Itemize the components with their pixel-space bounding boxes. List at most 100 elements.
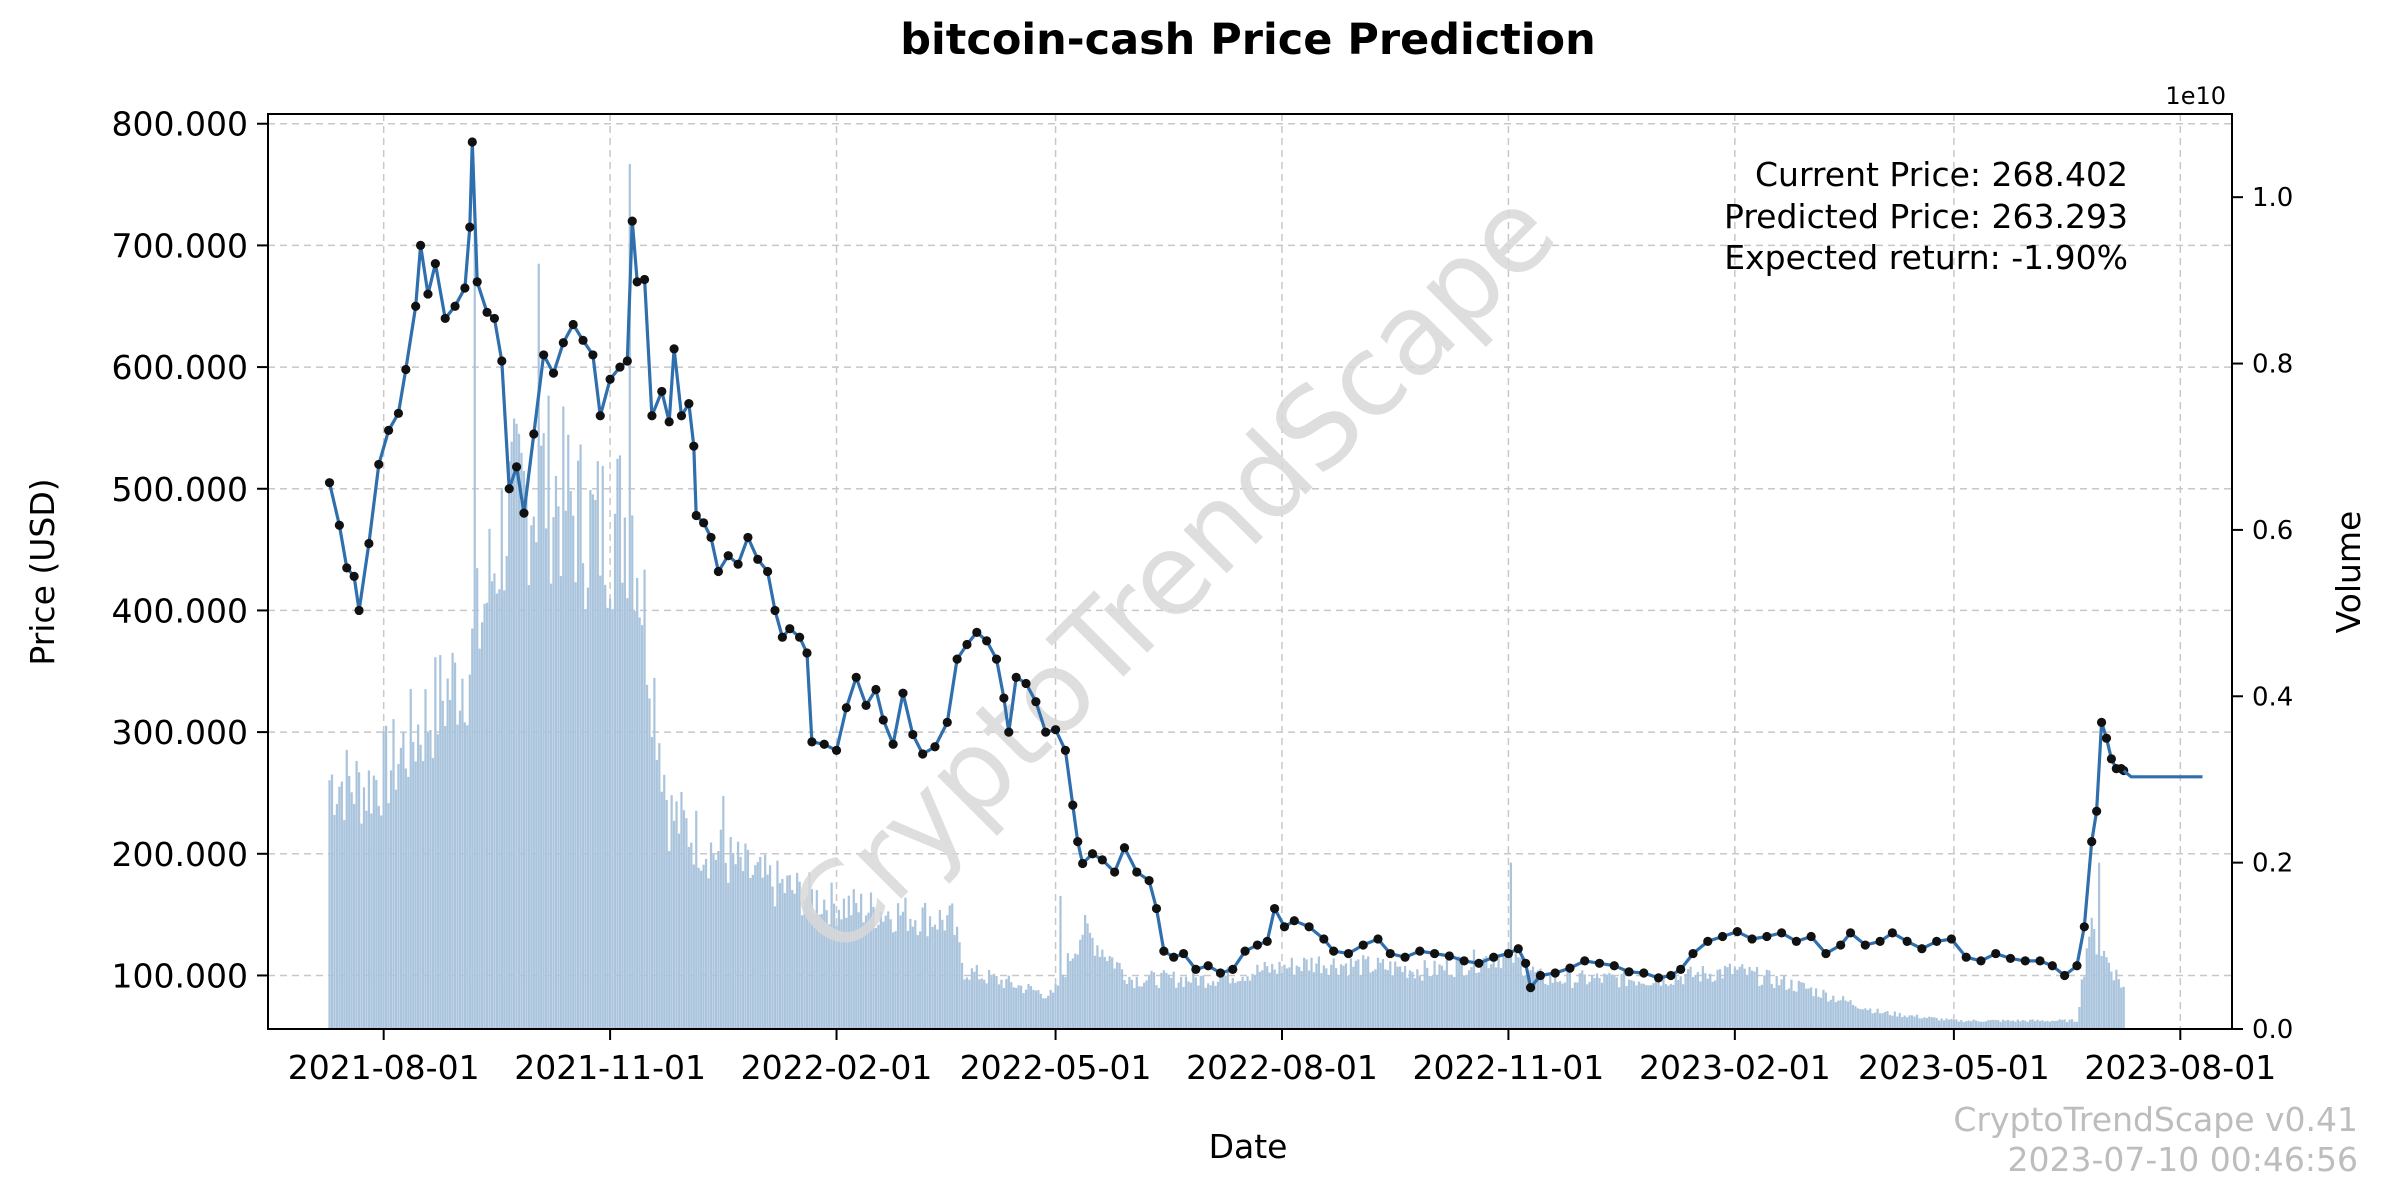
volume-bar <box>800 915 804 1029</box>
volume-bar <box>1135 976 1138 1029</box>
volume-bar <box>1015 987 1018 1029</box>
price-point <box>1676 964 1686 974</box>
volume-bar <box>1888 1015 1892 1029</box>
volume-bar <box>584 609 587 1029</box>
volume-bar <box>1130 979 1133 1029</box>
volume-bar <box>1359 975 1362 1029</box>
volume-bar <box>1522 976 1525 1029</box>
price-point <box>497 356 507 366</box>
volume-bar <box>1706 978 1709 1029</box>
volume-bar <box>1704 973 1707 1029</box>
y-tick-label: 500.000 <box>112 470 248 509</box>
price-point <box>588 350 598 360</box>
volume-bar <box>1111 957 1114 1029</box>
volume-bar <box>1315 963 1318 1029</box>
volume-bar <box>796 872 799 1029</box>
price-point <box>1319 934 1329 944</box>
price-point <box>1329 946 1339 956</box>
volume-bar <box>567 434 570 1030</box>
price-point <box>383 425 394 435</box>
volume-bar <box>1103 956 1106 1029</box>
volume-bar <box>1027 984 1030 1029</box>
volume-bar <box>2016 1019 2019 1029</box>
volume-bar <box>335 803 339 1029</box>
volume-bar <box>1797 980 1800 1029</box>
volume-bar <box>1819 997 1823 1029</box>
volume-bar <box>773 906 777 1029</box>
volume-bar <box>1846 1001 1850 1029</box>
price-point <box>1031 697 1041 707</box>
volume-bar <box>485 602 489 1029</box>
volume-bar <box>1630 980 1633 1029</box>
volume-bar <box>1588 981 1591 1029</box>
volume-bar <box>2120 987 2123 1029</box>
volume-bar <box>1399 966 1402 1029</box>
price-point <box>1444 951 1454 961</box>
volume-bar <box>1241 976 1244 1029</box>
price-point <box>733 559 743 569</box>
volume-bar <box>1913 1016 1916 1029</box>
volume-bar <box>554 475 558 1029</box>
volume-bar <box>387 803 390 1029</box>
volume-bar <box>1138 986 1141 1029</box>
volume-bar <box>768 865 772 1029</box>
volume-bar <box>1731 974 1734 1029</box>
y-tick-label: 600.000 <box>112 348 248 387</box>
volume-bar <box>1994 1019 1997 1029</box>
price-point <box>1270 903 1280 914</box>
expected-return-annotation: Expected return: -1.90% <box>1724 238 2128 277</box>
volume-bar <box>2070 1019 2074 1029</box>
volume-bar <box>385 725 388 1029</box>
volume-bar <box>1339 964 1343 1029</box>
volume-bar <box>1960 1019 1963 1029</box>
volume-bar <box>1684 974 1687 1029</box>
price-point <box>1343 948 1354 959</box>
y2-tick-label: 0.6 <box>2252 516 2293 546</box>
volume-bar <box>2011 1020 2015 1029</box>
x-tick-label: 2021-11-01 <box>514 1048 706 1087</box>
price-point <box>349 571 359 581</box>
volume-bar <box>1396 966 1399 1029</box>
volume-bar <box>1207 983 1210 1029</box>
volume-bar <box>2036 1019 2039 1029</box>
volume-bar <box>1679 976 1682 1029</box>
volume-bar <box>1426 967 1429 1029</box>
volume-bar <box>594 500 597 1029</box>
volume-bar <box>783 893 786 1029</box>
volume-bar <box>1805 988 1808 1029</box>
plot-frame <box>267 113 2233 1030</box>
chart-title: bitcoin-cash Price Prediction <box>900 15 1595 65</box>
volume-bar <box>1074 953 1077 1029</box>
volume-bar <box>1987 1020 1990 1029</box>
volume-bar <box>513 418 516 1029</box>
volume-bar <box>1600 982 1604 1029</box>
y2-tick-label: 0.4 <box>2252 682 2293 712</box>
volume-bar <box>675 801 678 1029</box>
volume-bar <box>1896 1016 1899 1029</box>
volume-bar <box>419 744 422 1029</box>
price-point <box>861 700 871 710</box>
price-point <box>1535 970 1546 981</box>
price-point <box>482 307 492 317</box>
volume-bar <box>1039 993 1042 1029</box>
volume-bar <box>1930 1017 1933 1029</box>
volume-bar <box>1106 961 1109 1029</box>
volume-bar <box>1881 1013 1884 1029</box>
volume-bar <box>1170 977 1173 1029</box>
volume-bar <box>1280 973 1284 1029</box>
price-point <box>430 259 440 269</box>
volume-bar <box>1807 988 1810 1029</box>
volume-bar <box>377 805 380 1029</box>
volume-bar <box>1869 1008 1872 1029</box>
price-point <box>1228 964 1238 974</box>
volume-bar <box>1007 975 1010 1029</box>
volume-bar <box>1184 976 1188 1029</box>
volume-bar <box>751 874 754 1029</box>
volume-bar <box>1874 1012 1877 1029</box>
price-point <box>691 510 701 521</box>
volume-bar <box>1071 958 1074 1029</box>
volume-bar <box>1861 1009 1864 1029</box>
volume-bar <box>704 858 708 1029</box>
volume-bar <box>576 460 580 1029</box>
volume-bar <box>1755 967 1759 1029</box>
